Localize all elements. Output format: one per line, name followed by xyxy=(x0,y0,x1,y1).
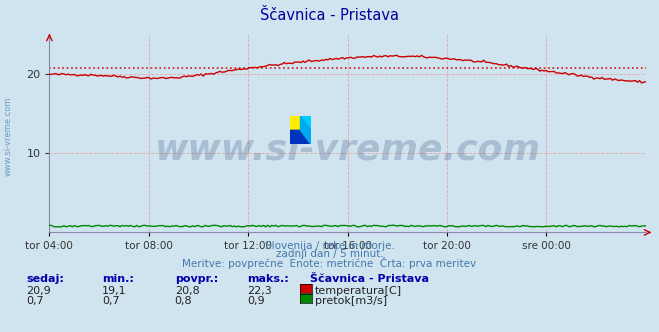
Text: 20,9: 20,9 xyxy=(26,286,51,295)
Polygon shape xyxy=(290,130,311,144)
Polygon shape xyxy=(301,116,311,130)
Text: 0,7: 0,7 xyxy=(102,296,120,306)
Text: pretok[m3/s]: pretok[m3/s] xyxy=(315,296,387,306)
Text: 0,8: 0,8 xyxy=(175,296,192,306)
Text: Ščavnica - Pristava: Ščavnica - Pristava xyxy=(260,8,399,23)
Text: 0,7: 0,7 xyxy=(26,296,44,306)
Text: Ščavnica - Pristava: Ščavnica - Pristava xyxy=(310,274,429,284)
Text: maks.:: maks.: xyxy=(247,274,289,284)
Text: 19,1: 19,1 xyxy=(102,286,127,295)
Text: www.si-vreme.com: www.si-vreme.com xyxy=(155,132,540,166)
Text: Slovenija / reke in morje.: Slovenija / reke in morje. xyxy=(264,241,395,251)
Text: 0,9: 0,9 xyxy=(247,296,265,306)
Polygon shape xyxy=(290,116,301,130)
Polygon shape xyxy=(301,116,311,144)
Text: Meritve: povprečne  Enote: metrične  Črta: prva meritev: Meritve: povprečne Enote: metrične Črta:… xyxy=(183,257,476,269)
Text: povpr.:: povpr.: xyxy=(175,274,218,284)
Text: sedaj:: sedaj: xyxy=(26,274,64,284)
Text: zadnji dan / 5 minut.: zadnji dan / 5 minut. xyxy=(275,249,384,259)
Text: 20,8: 20,8 xyxy=(175,286,200,295)
Text: 22,3: 22,3 xyxy=(247,286,272,295)
Text: min.:: min.: xyxy=(102,274,134,284)
Text: www.si-vreme.com: www.si-vreme.com xyxy=(3,96,13,176)
Text: temperatura[C]: temperatura[C] xyxy=(315,286,402,295)
